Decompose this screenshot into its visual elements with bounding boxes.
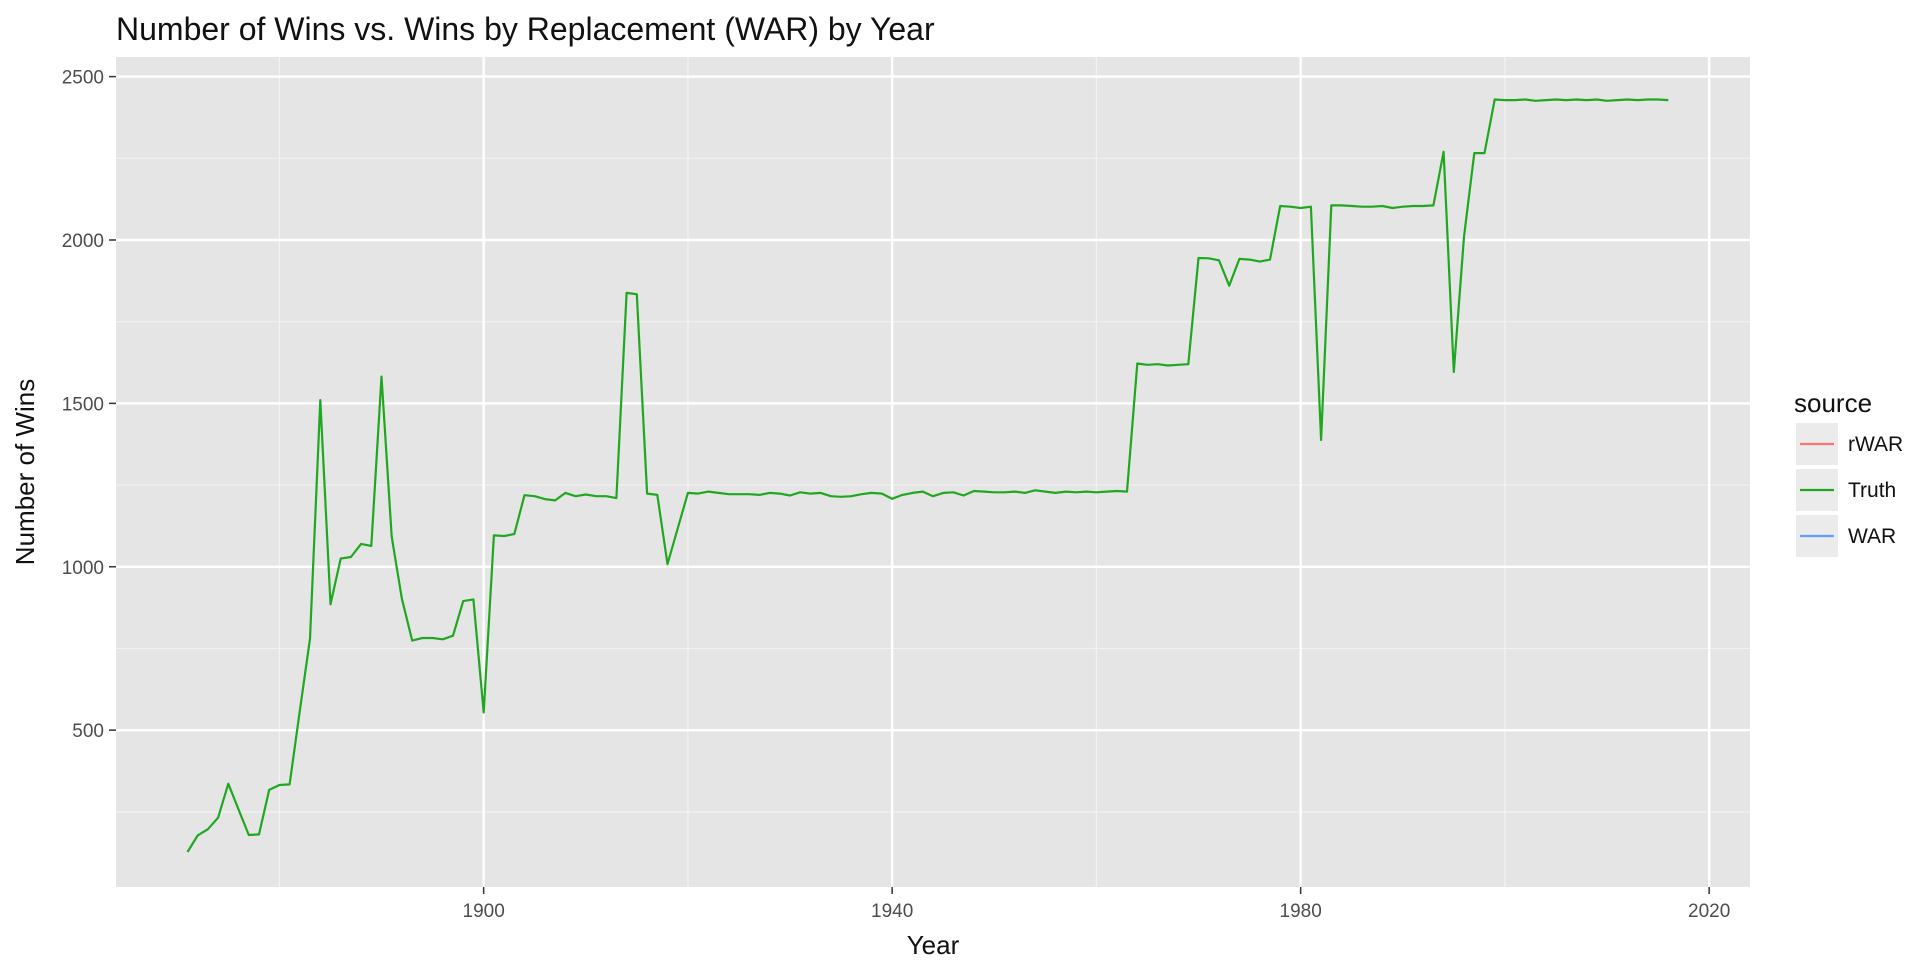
legend-item-war: WAR bbox=[1796, 515, 1896, 557]
y-axis-title: Number of Wins bbox=[10, 379, 40, 565]
x-tick-label: 1900 bbox=[463, 901, 505, 922]
y-tick-label: 500 bbox=[72, 721, 104, 742]
minor-gridlines bbox=[116, 57, 1750, 887]
y-tick-label: 1500 bbox=[62, 394, 104, 415]
legend: source rWAR Truth WAR bbox=[1794, 388, 1903, 557]
x-axis-title: Year bbox=[907, 930, 960, 960]
x-tick-label: 2020 bbox=[1688, 901, 1730, 922]
legend-item-rwar: rWAR bbox=[1796, 423, 1903, 465]
x-tick-label: 1940 bbox=[871, 901, 913, 922]
y-tick-label: 2000 bbox=[62, 231, 104, 252]
legend-label: Truth bbox=[1848, 479, 1896, 502]
series-line-truth bbox=[186, 98, 1669, 853]
chart-title: Number of Wins vs. Wins by Replacement (… bbox=[116, 11, 935, 47]
legend-item-truth: Truth bbox=[1796, 469, 1896, 511]
major-gridlines bbox=[116, 57, 1750, 887]
axis-ticks bbox=[109, 75, 1710, 894]
series-layer bbox=[186, 98, 1669, 853]
x-tick-label: 1980 bbox=[1280, 901, 1322, 922]
y-tick-label: 1000 bbox=[62, 558, 104, 579]
tick-labels: 1900 1940 1980 2020 500 1000 1500 2000 2500 bbox=[62, 68, 1731, 922]
y-tick-label: 2500 bbox=[62, 68, 104, 89]
legend-title: source bbox=[1794, 388, 1872, 418]
legend-label: rWAR bbox=[1848, 433, 1903, 456]
legend-label: WAR bbox=[1848, 525, 1896, 548]
